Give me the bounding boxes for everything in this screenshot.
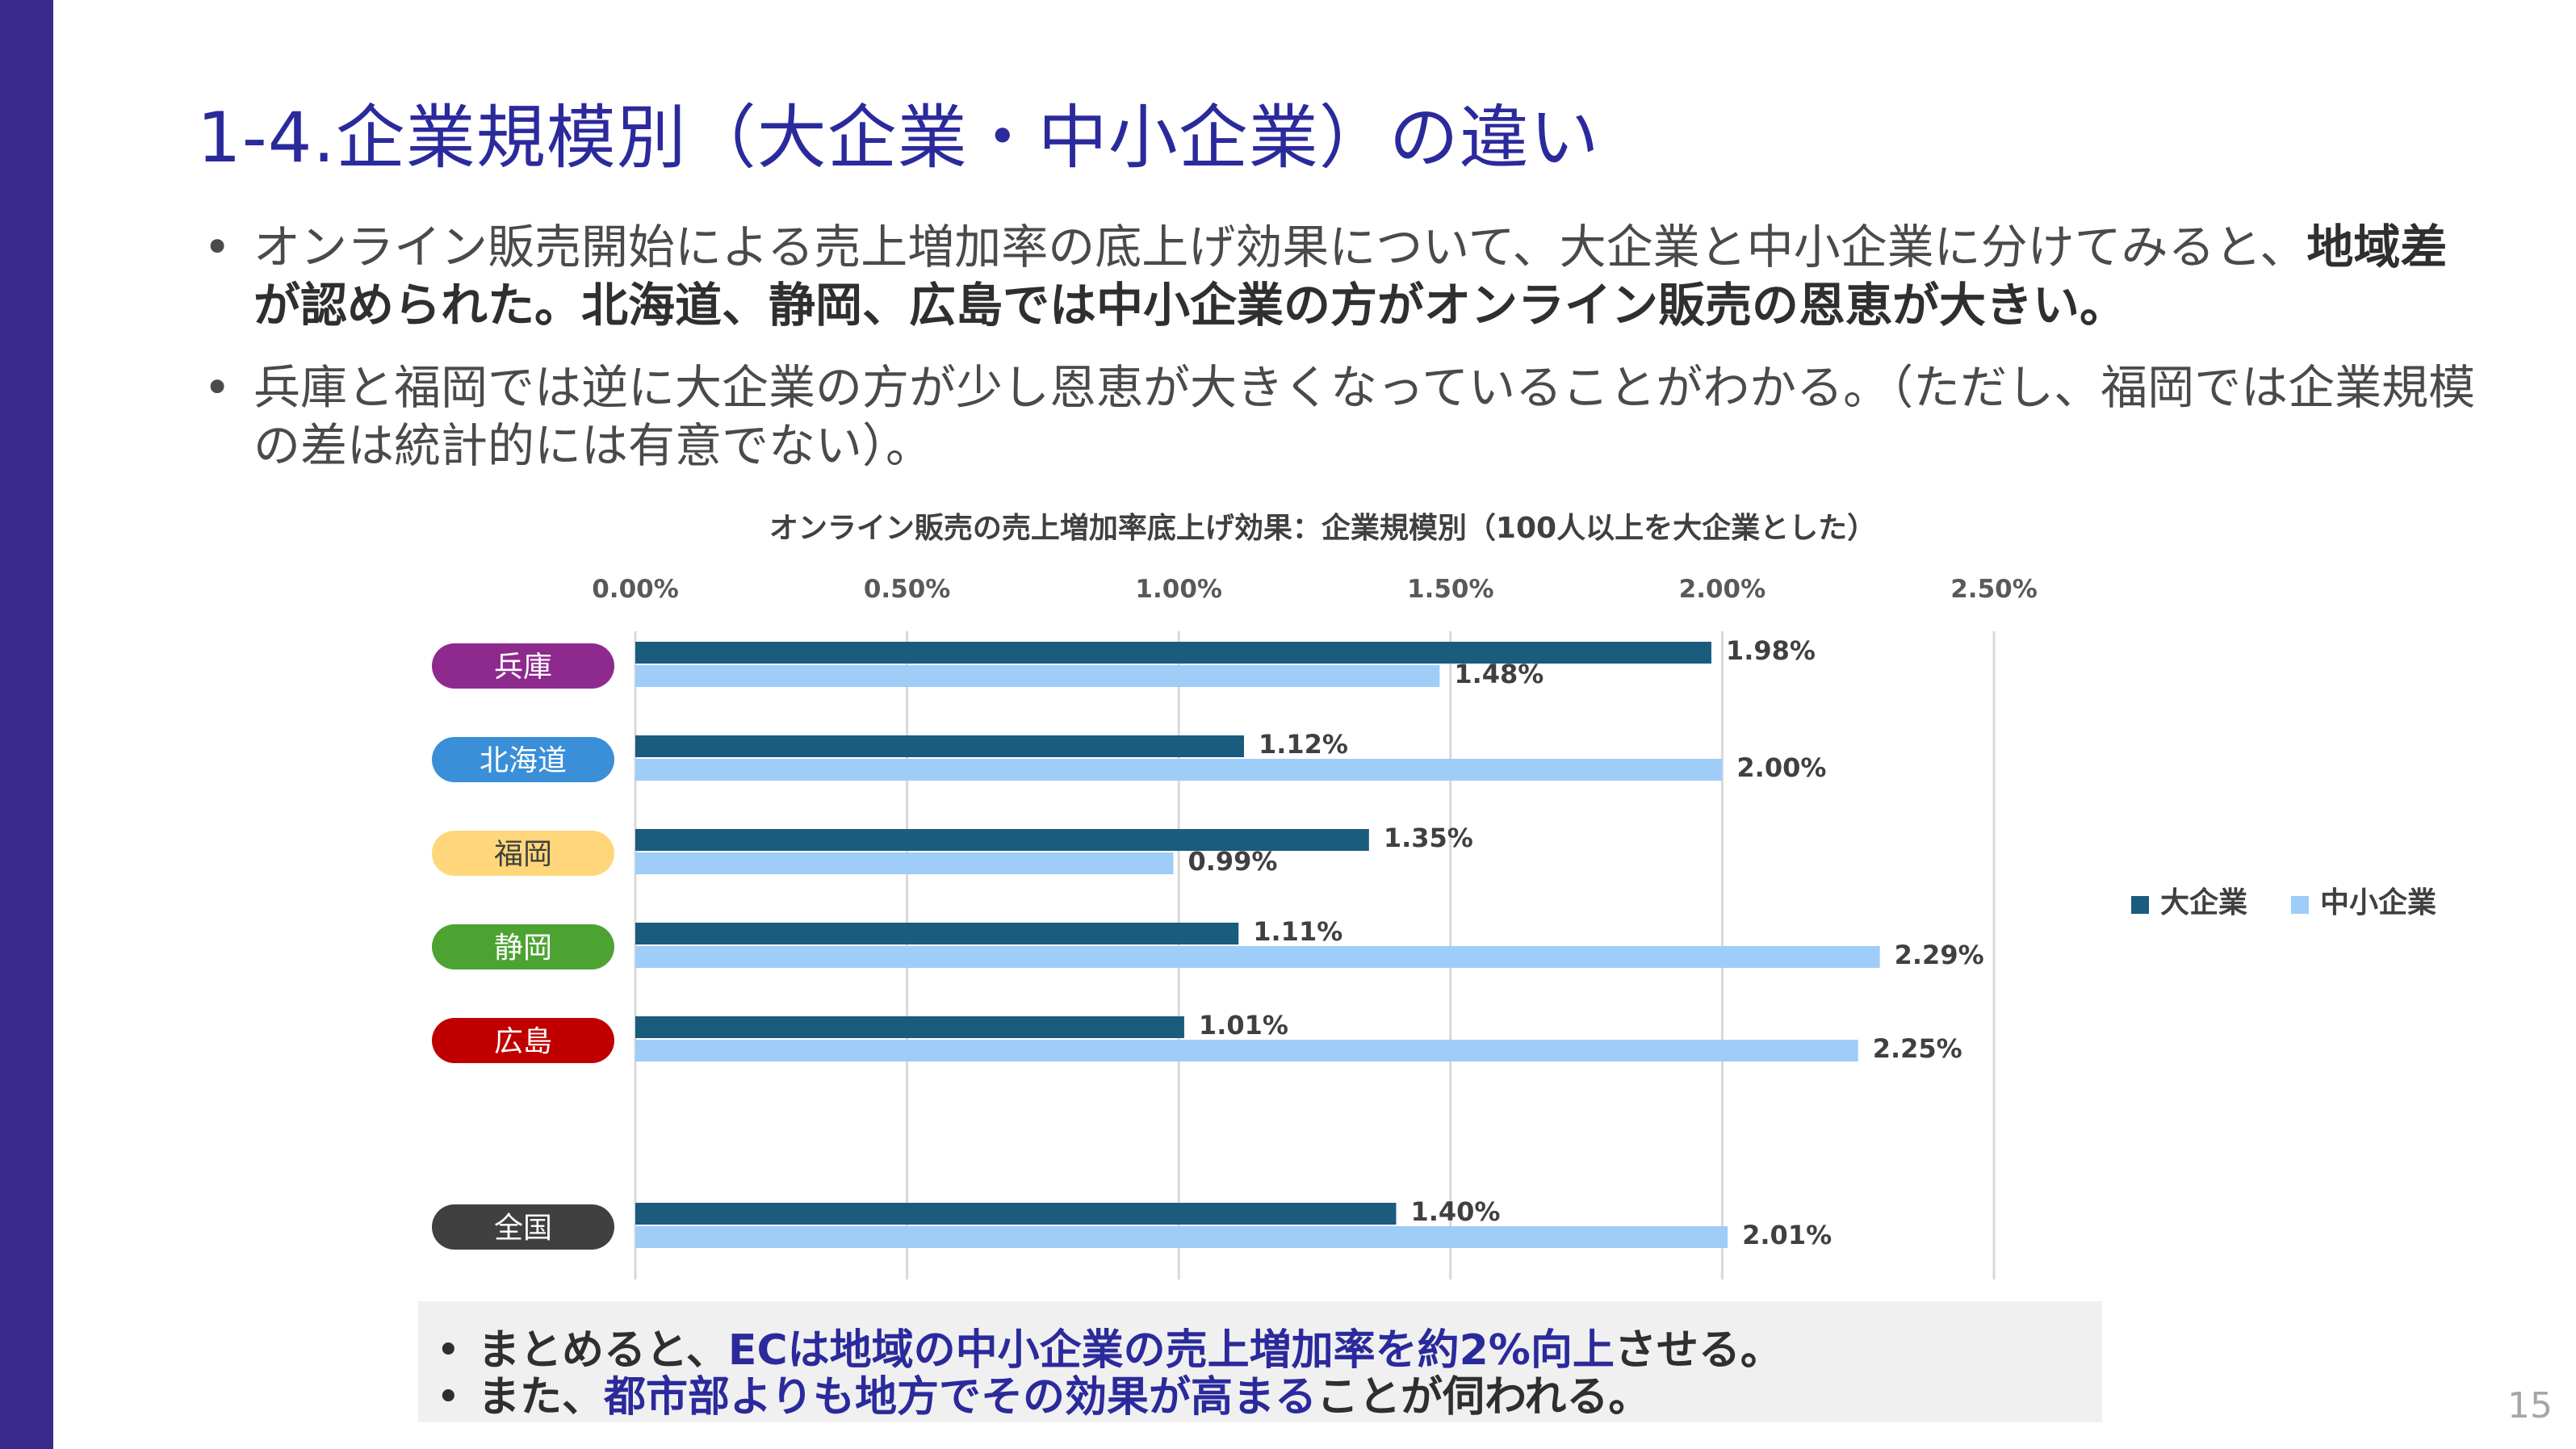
data-label: 2.01% xyxy=(1742,1220,1832,1250)
x-tick-label: 0.50% xyxy=(864,575,951,604)
bar-sme xyxy=(635,665,1440,687)
bullet-1-text: オンライン販売開始による売上増加率の底上げ効果について、大企業と中小企業に分けて… xyxy=(253,220,2307,274)
category-pill xyxy=(432,924,614,969)
chart-title: オンライン販売の売上増加率底上げ効果：企業規模別（100人以上を大企業とした） xyxy=(769,511,1876,545)
bar-large-enterprise xyxy=(635,1203,1397,1225)
category-label: 広島 xyxy=(494,1025,552,1058)
category-pill xyxy=(432,643,614,689)
summary-2-post: ことが伺われる。 xyxy=(1316,1373,1651,1422)
x-tick-label: 1.00% xyxy=(1135,575,1222,604)
summary-1-pre: まとめると、 xyxy=(478,1326,728,1375)
summary-1-post: させる。 xyxy=(1614,1326,1782,1375)
category-label: 全国 xyxy=(494,1212,552,1245)
bar-large-enterprise xyxy=(635,1016,1184,1038)
x-tick-label: 1.50% xyxy=(1407,575,1494,604)
data-label: 1.12% xyxy=(1259,729,1348,760)
data-label: 2.00% xyxy=(1736,752,1826,783)
summary-2-highlight: 都市部よりも地方でその効果が高まる xyxy=(604,1373,1317,1422)
summary-box: • まとめると、ECは地域の中小企業の売上増加率を約2%向上させる。 • また、都市… xyxy=(418,1301,2102,1422)
data-label: 1.11% xyxy=(1253,916,1342,947)
category-label: 北海道 xyxy=(480,744,567,777)
category-label: 福岡 xyxy=(494,838,552,871)
category-label: 兵庫 xyxy=(494,651,552,684)
legend-label: 大企業 xyxy=(2160,886,2247,919)
bullet-dot: • xyxy=(436,1326,461,1375)
bar-sme xyxy=(635,1040,1858,1062)
summary-line-1: • まとめると、ECは地域の中小企業の売上増加率を約2%向上させる。 xyxy=(436,1316,1782,1376)
category-pill xyxy=(432,1018,614,1063)
bar-large-enterprise xyxy=(635,735,1244,757)
data-label: 1.40% xyxy=(1410,1196,1500,1227)
data-label: 0.99% xyxy=(1187,846,1277,877)
bullet-list: • オンライン販売開始による売上増加率の底上げ効果について、大企業と中小企業に分… xyxy=(200,218,2485,499)
bar-sme xyxy=(635,759,1723,781)
x-tick-label: 0.00% xyxy=(592,575,679,604)
bullet-1-bold-text: 地域差が認められた。北海道、静岡、広島では中小企業の方がオンライン販売の恩恵が大… xyxy=(253,220,2448,333)
bullet-dot: • xyxy=(203,360,232,415)
bar-large-enterprise xyxy=(635,642,1711,664)
summary-line-2: • また、都市部よりも地方でその効果が高まることが伺われる。 xyxy=(436,1363,1650,1423)
bullet-item-1: • オンライン販売開始による売上増加率の底上げ効果について、大企業と中小企業に分… xyxy=(200,218,2485,334)
data-label: 1.01% xyxy=(1199,1010,1288,1041)
legend-label: 中小企業 xyxy=(2320,886,2436,919)
summary-1-highlight: ECは地域の中小企業の売上増加率を約2%向上 xyxy=(727,1326,1615,1375)
bullet-dot: • xyxy=(436,1373,461,1422)
left-accent-bar xyxy=(0,0,53,1449)
bar-sme xyxy=(635,946,1880,968)
bar-sme xyxy=(635,852,1174,874)
category-label: 静岡 xyxy=(494,932,552,965)
x-tick-label: 2.50% xyxy=(1950,575,2038,604)
legend-swatch xyxy=(2291,896,2309,914)
data-label: 1.35% xyxy=(1384,823,1473,853)
bar-chart: オンライン販売の売上増加率底上げ効果：企業規模別（100人以上を大企業とした） 0… xyxy=(432,511,2436,1279)
summary-2-pre: また、 xyxy=(478,1373,605,1422)
bullet-2-text: 兵庫と福岡では逆に大企業の方が少し恩恵が大きくなっていることがわかる。（ただし、… xyxy=(253,360,2476,473)
legend-swatch xyxy=(2131,896,2149,914)
data-label: 1.98% xyxy=(1726,635,1816,666)
bar-sme xyxy=(635,1226,1728,1248)
category-pill xyxy=(432,831,614,876)
x-tick-label: 2.00% xyxy=(1679,575,1766,604)
category-pill xyxy=(432,737,614,782)
data-label: 2.25% xyxy=(1873,1033,1962,1064)
page-number: 15 xyxy=(2507,1385,2553,1426)
bar-large-enterprise xyxy=(635,829,1369,851)
bar-large-enterprise xyxy=(635,923,1239,944)
bullet-item-2: • 兵庫と福岡では逆に大企業の方が少し恩恵が大きくなっていることがわかる。（ただ… xyxy=(200,358,2485,475)
data-label: 2.29% xyxy=(1895,940,1984,970)
category-pill xyxy=(432,1204,614,1250)
data-label: 1.48% xyxy=(1454,659,1544,689)
slide-title: 1-4.企業規模別（大企業・中小企業）の違い xyxy=(197,98,1600,178)
bullet-dot: • xyxy=(203,220,232,274)
